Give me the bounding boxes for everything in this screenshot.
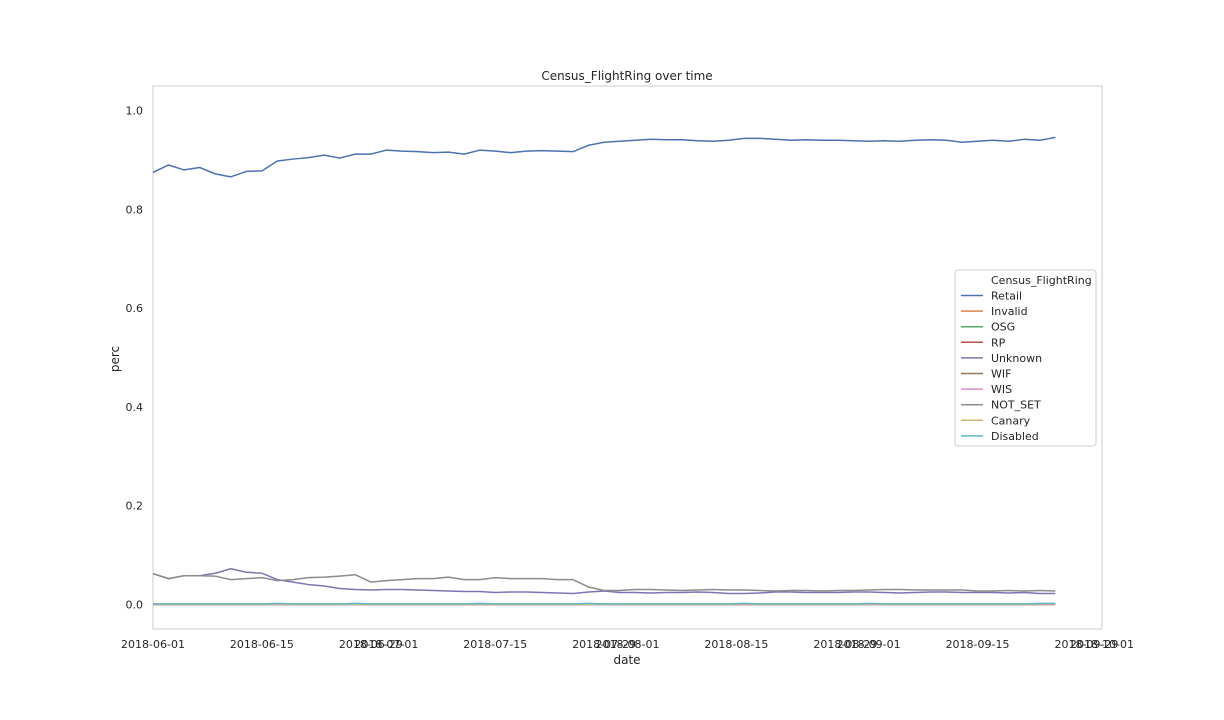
legend-label-invalid: Invalid [991, 305, 1028, 318]
y-tick-label: 1.0 [126, 105, 144, 118]
legend: Census_FlightRing Retail Invalid OSG RP Unkn… [954, 269, 1097, 447]
x-tick-label: 2018-08-01 [596, 638, 660, 651]
x-tick-label: 2018-06-15 [230, 638, 294, 651]
y-tick-label: 0.6 [126, 302, 144, 315]
x-tick-label: 2018-07-01 [354, 638, 418, 651]
series-layer [152, 136, 1056, 606]
y-axis-title: perc [108, 346, 122, 372]
x-tick-label: 2018-09-01 [837, 638, 901, 651]
legend-label-disabled: Disabled [991, 430, 1039, 443]
legend-label-retail: Retail [991, 290, 1022, 303]
legend-label-wif: WIF [991, 368, 1011, 381]
x-tick-label: 2018-07-29 [572, 638, 636, 651]
y-tick-label: 0.2 [126, 500, 144, 513]
x-tick-label: 2018-08-29 [813, 638, 877, 651]
x-tick-label: 2018-07-15 [463, 638, 527, 651]
x-axis: 2018-06-01 2018-06-15 2018-06-292018-07-01… [121, 638, 1134, 651]
x-tick-label: 2018-08-15 [704, 638, 768, 651]
legend-title: Census_FlightRing [991, 274, 1092, 287]
x-tick-label: 2018-09-15 [946, 638, 1010, 651]
y-axis: 0.0 0.2 0.4 0.6 0.8 1.0 [126, 105, 144, 612]
x-tick-label: 2018-10-01 [1070, 638, 1134, 651]
legend-label-wis: WIS [991, 383, 1012, 396]
x-tick-label: 2018-09-29 [1054, 638, 1118, 651]
legend-items: Retail Invalid OSG RP Unknown WIF WIS NOT_SET Ca… [961, 290, 1042, 443]
series-line-retail [152, 136, 1056, 178]
y-tick-label: 0.8 [126, 203, 144, 216]
legend-label-not-set: NOT_SET [991, 399, 1041, 412]
legend-label-osg: OSG [991, 321, 1015, 334]
series-line-not-set [152, 572, 1056, 592]
x-axis-title: date [613, 653, 640, 667]
legend-label-rp: RP [991, 336, 1006, 349]
legend-label-unknown: Unknown [991, 352, 1042, 365]
plot-area [152, 85, 1103, 630]
chart-title: Census_FlightRing over time [541, 69, 712, 83]
x-tick-label: 2018-06-01 [121, 638, 185, 651]
legend-label-canary: Canary [991, 414, 1031, 427]
legend-box [954, 269, 1097, 447]
y-tick-label: 0.0 [126, 598, 144, 611]
x-tick-label: 2018-06-29 [339, 638, 403, 651]
y-tick-label: 0.4 [126, 401, 144, 414]
